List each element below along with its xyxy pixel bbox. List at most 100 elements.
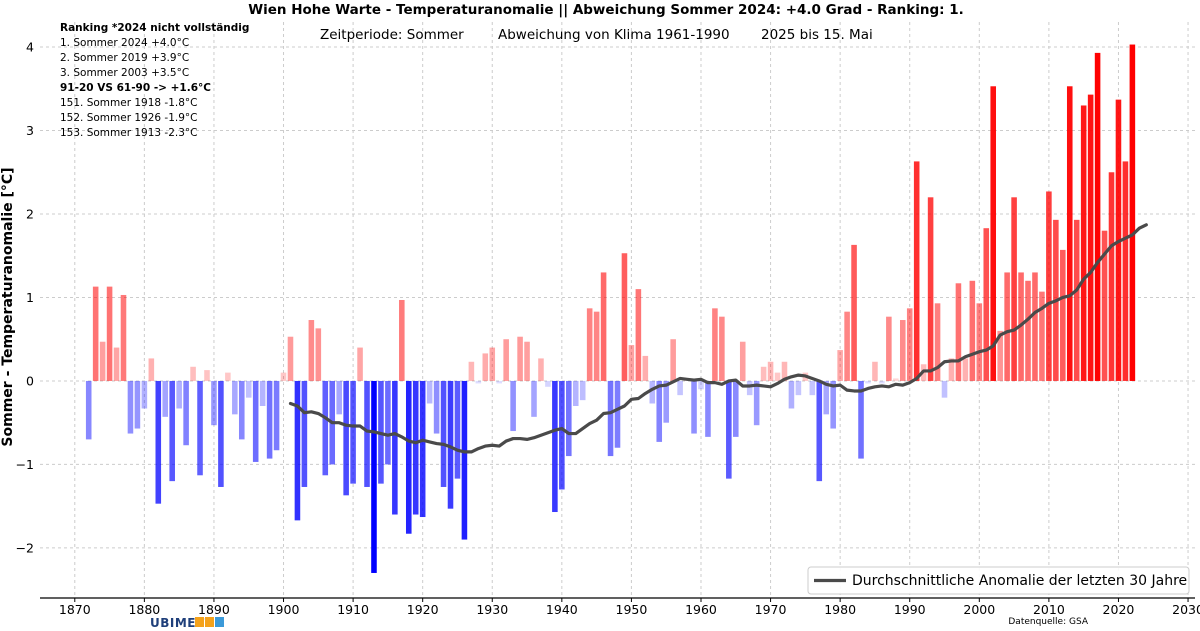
anomaly-bar [1108,172,1115,381]
anomaly-bar [753,380,760,426]
anomaly-bar [677,380,683,396]
anomaly-bar [364,380,370,487]
anomaly-bar [1080,105,1087,381]
anomaly-bar [1129,44,1136,381]
anomaly-bar [788,380,795,409]
anomaly-bar [252,380,259,462]
anomaly-bar [670,339,676,381]
anomaly-bar [482,353,489,381]
anomaly-bar [635,289,642,381]
anomaly-bar [510,380,516,432]
anomaly-bar [830,380,836,429]
y-tick-label: −2 [16,540,34,555]
anomaly-bar [266,380,273,459]
anomaly-bar [538,358,544,381]
anomaly-bar [211,380,217,426]
anomaly-bar [851,244,857,381]
anomaly-bar [412,380,419,515]
anomaly-bar [204,370,210,381]
anomaly-bar [120,294,127,381]
anomaly-bar [879,380,885,384]
anomaly-bar [1073,219,1080,381]
y-tick-label: 1 [26,290,34,305]
x-axis [40,597,1195,602]
anomaly-bar [461,380,468,540]
ranking-bottom-1: 151. Sommer 1918 -1.8°C [60,97,198,109]
y-tick-label: 3 [26,123,34,138]
anomaly-bar [545,380,551,387]
anomaly-bar [698,380,704,390]
anomaly-bar [733,380,739,437]
anomaly-bars [85,44,1136,573]
anomaly-bar [148,358,155,381]
anomaly-bar [593,311,600,381]
anomaly-bar [809,380,816,396]
anomaly-bar [371,380,377,573]
x-tick-label: 1920 [407,602,439,617]
anomaly-bar [760,366,767,381]
logo-text: UBIMET [150,616,205,630]
subtitle-period: Zeitperiode: Sommer [320,27,464,43]
ranking-header: Ranking *2024 nicht vollständig [60,22,249,34]
anomaly-bar [322,380,329,476]
anomaly-bar [705,380,711,437]
anomaly-bar [141,380,148,409]
ranking-bottom-2: 152. Sommer 1926 -1.9°C [60,112,198,124]
anomaly-bar [385,380,391,465]
anomaly-bar [886,316,892,381]
anomaly-bar [844,311,850,381]
anomaly-bar [106,286,113,381]
anomaly-bar [656,380,663,442]
anomaly-bar [1122,161,1129,381]
anomaly-bar [983,228,990,381]
anomaly-bar [524,341,530,381]
anomaly-bar [113,347,120,381]
anomaly-bar [162,380,169,417]
anomaly-bar [1060,249,1066,381]
anomaly-bar [816,380,823,482]
anomaly-bar [273,380,280,451]
x-tick-label: 1960 [685,602,717,617]
x-tick-label: 1930 [476,602,508,617]
anomaly-bar [1094,52,1101,381]
anomaly-bar [454,380,461,479]
anomaly-bar [503,339,509,381]
anomaly-bar [357,347,363,381]
anomaly-bar [893,378,899,381]
x-tick-label: 1940 [546,602,578,617]
ranking-bottom-3: 153. Sommer 1913 -2.3°C [60,127,198,139]
x-tick-label: 1870 [59,602,91,617]
logo-tile-3 [215,617,224,627]
anomaly-bar [927,197,934,381]
subtitle-baseline: Abweichung von Klima 1961-1990 [498,27,730,43]
anomaly-bar [433,380,440,434]
anomaly-bar [572,380,579,406]
anomaly-bar [315,328,322,381]
anomaly-bar [1004,272,1010,381]
anomaly-bar [621,253,628,381]
x-tick-label: 1980 [824,602,856,617]
anomaly-bar [795,380,802,396]
y-axis-label: Sommer - Temperaturanomalie [°C] [0,167,16,446]
anomaly-bar [426,380,433,404]
anomaly-bar [308,320,315,381]
anomaly-bar [1046,191,1052,381]
anomaly-bar [934,303,941,381]
anomaly-bar [1066,86,1073,381]
y-tick-label: −1 [16,457,34,472]
logo-tile-2 [205,617,214,627]
anomaly-bar [99,341,106,381]
anomaly-bar [440,380,447,487]
anomaly-bar [475,380,482,384]
anomaly-bar [85,380,92,440]
x-tick-label: 1970 [755,602,787,617]
anomaly-bar [489,347,496,381]
anomaly-bar [1011,197,1017,381]
anomaly-bar [767,361,774,381]
x-tick-label: 1890 [198,602,230,617]
anomaly-bar [948,358,955,381]
x-tick-label: 1950 [616,602,648,617]
anomaly-bar [955,283,962,381]
chart-title: Wien Hohe Warte - Temperaturanomalie || … [248,2,964,18]
y-tick-label: 4 [26,40,34,55]
